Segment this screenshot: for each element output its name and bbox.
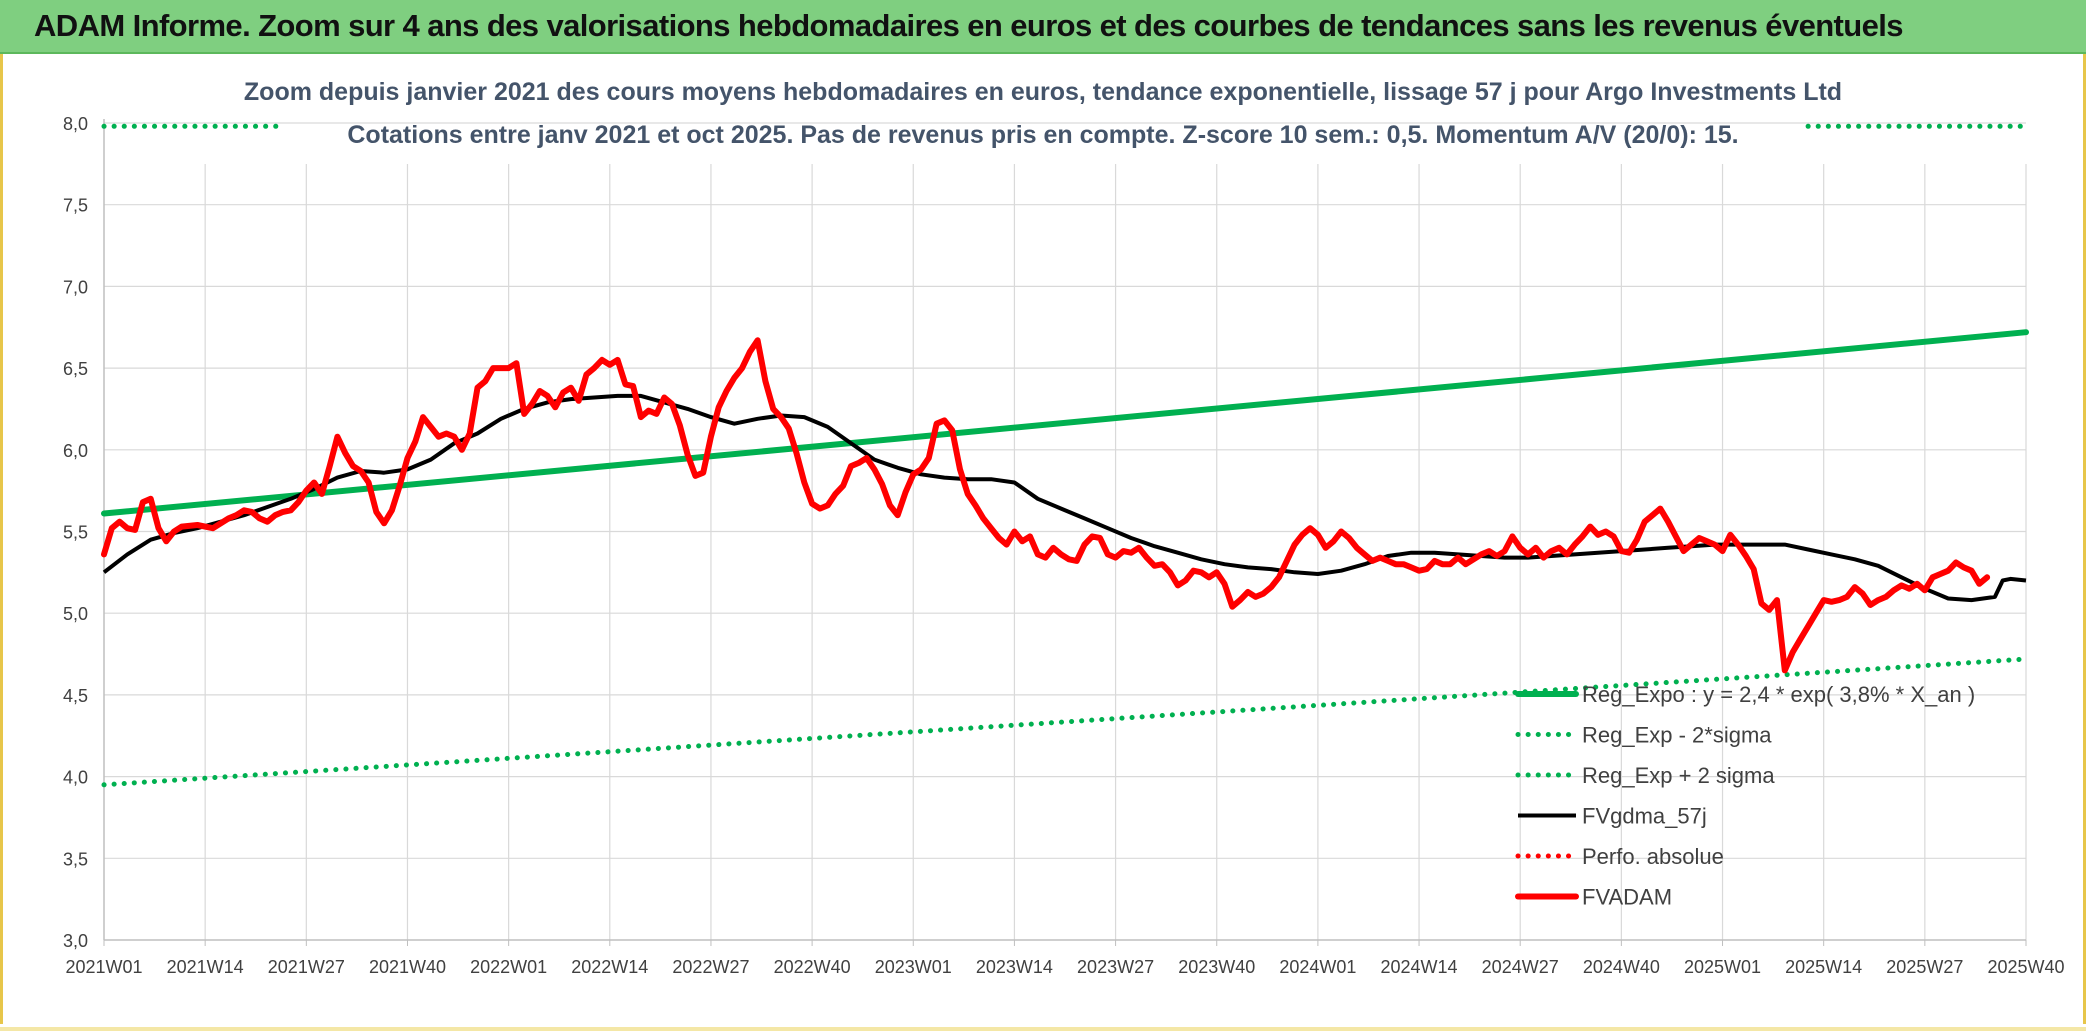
legend-reg-exp-plus-label: Reg_Exp + 2 sigma (1582, 763, 1775, 788)
x-tick-label: 2022W27 (672, 957, 749, 977)
y-tick-label: 6,5 (63, 359, 88, 379)
x-tick-label: 2022W01 (470, 957, 547, 977)
y-tick-label: 5,5 (63, 523, 88, 543)
x-tick-label: 2022W14 (571, 957, 648, 977)
x-tick-label: 2023W01 (875, 957, 952, 977)
report-banner: ADAM Informe. Zoom sur 4 ans des valoris… (0, 0, 2086, 54)
chart-title-block: Zoom depuis janvier 2021 des cours moyen… (244, 78, 1842, 149)
y-tick-label: 7,0 (63, 277, 88, 297)
line-chart: 3,0 3,5 4,0 4,5 5,0 5,5 6,0 6,5 7,0 7,5 8,0 2021W01… (63, 78, 2065, 977)
chart-series (101, 123, 2029, 788)
y-tick-label: 6,0 (63, 441, 88, 461)
legend-fvgdma-label: FVgdma_57j (1582, 804, 1707, 829)
x-tick-label: 2024W01 (1279, 957, 1356, 977)
left-border-accent (0, 54, 3, 1024)
y-tick-label: 7,5 (63, 196, 88, 216)
chart-axes: 3,0 3,5 4,0 4,5 5,0 5,5 6,0 6,5 7,0 7,5 8,0 2021W01… (63, 114, 2065, 977)
chart-gridlines (104, 122, 2027, 940)
x-tick-label: 2021W01 (65, 957, 142, 977)
legend-fvadam-label: FVADAM (1582, 885, 1672, 910)
y-tick-label: 4,5 (63, 686, 88, 706)
report-title: ADAM Informe. Zoom sur 4 ans des valoris… (34, 8, 1904, 43)
y-tick-label: 3,0 (63, 931, 88, 951)
x-tick-label: 2023W40 (1178, 957, 1255, 977)
x-tick-label: 2021W40 (369, 957, 446, 977)
x-tick-label: 2025W40 (1987, 957, 2064, 977)
y-tick-label: 5,0 (63, 604, 88, 624)
legend-perfo-absolue-label: Perfo. absolue (1582, 844, 1724, 869)
x-tick-label: 2021W27 (268, 957, 345, 977)
fvadam-line (101, 337, 1991, 674)
x-tick-label: 2024W14 (1381, 957, 1458, 977)
bottom-border-accent (0, 1027, 2086, 1031)
y-tick-label: 4,0 (63, 768, 88, 788)
chart-title-line-1: Zoom depuis janvier 2021 des cours moyen… (244, 78, 1842, 106)
reg-exp-minus-2sigma-line (101, 656, 2029, 788)
x-tick-label: 2023W14 (976, 957, 1053, 977)
x-tick-label: 2025W01 (1684, 957, 1761, 977)
legend-reg-expo-label: Reg_Expo : y = 2,4 * exp( 3,8% * X_an ) (1582, 682, 1975, 707)
y-tick-label: 8,0 (63, 114, 88, 134)
x-tick-label: 2023W27 (1077, 957, 1154, 977)
fvgdma-57j-line (102, 393, 2027, 603)
legend-reg-exp-minus-label: Reg_Exp - 2*sigma (1582, 723, 1772, 748)
x-tick-label: 2024W27 (1482, 957, 1559, 977)
x-tick-label: 2024W40 (1583, 957, 1660, 977)
y-tick-label: 3,5 (63, 849, 88, 869)
chart-legend: Reg_Expo : y = 2,4 * exp( 3,8% * X_an ) R… (1515, 682, 1975, 910)
reg-expo-line (101, 329, 2029, 517)
right-border-accent (2083, 54, 2086, 1024)
x-tick-label: 2022W40 (774, 957, 851, 977)
x-tick-label: 2021W14 (167, 957, 244, 977)
x-tick-label: 2025W27 (1886, 957, 1963, 977)
chart-title-line-2: Cotations entre janv 2021 et oct 2025. P… (347, 121, 1738, 149)
x-tick-label: 2025W14 (1785, 957, 1862, 977)
